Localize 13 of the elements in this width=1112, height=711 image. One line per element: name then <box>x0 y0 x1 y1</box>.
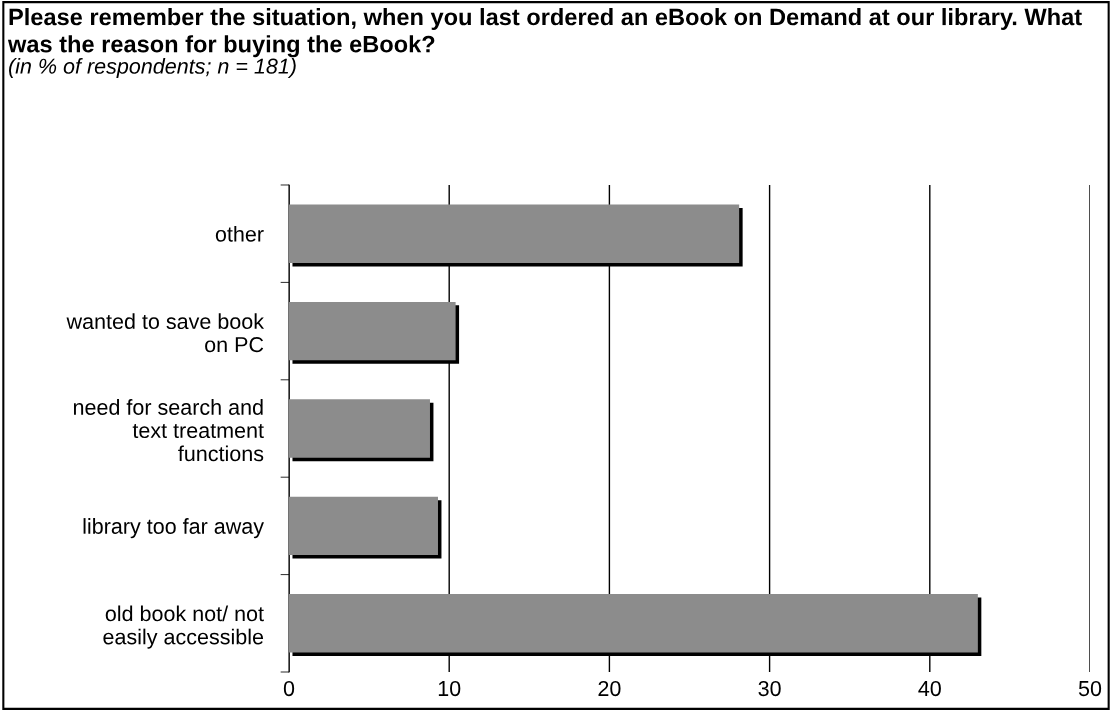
x-tick-label: 0 <box>283 680 295 697</box>
y-tick-label: need for search and text treatment functions <box>73 399 264 462</box>
chart-subtitle: (in % of respondents; n = 181) <box>9 58 296 79</box>
x-tick-label: 20 <box>598 680 621 697</box>
y-tick-label: library too far away <box>83 518 264 539</box>
y-tick-label: other <box>215 225 264 242</box>
x-tick-label: 50 <box>1078 680 1102 697</box>
y-tick-label: wanted to save book on PC <box>66 313 265 353</box>
y-tick-label: old book not/ not easily accessible <box>103 605 264 649</box>
x-tick-label: 10 <box>438 680 461 697</box>
x-tick-label: 30 <box>758 680 781 697</box>
x-tick-label: 40 <box>918 680 941 697</box>
chart-title: Please remember the situation, when you last ordered an eBook on Demand at our library. What was the reason for buying the eBook? <box>7 8 1082 58</box>
